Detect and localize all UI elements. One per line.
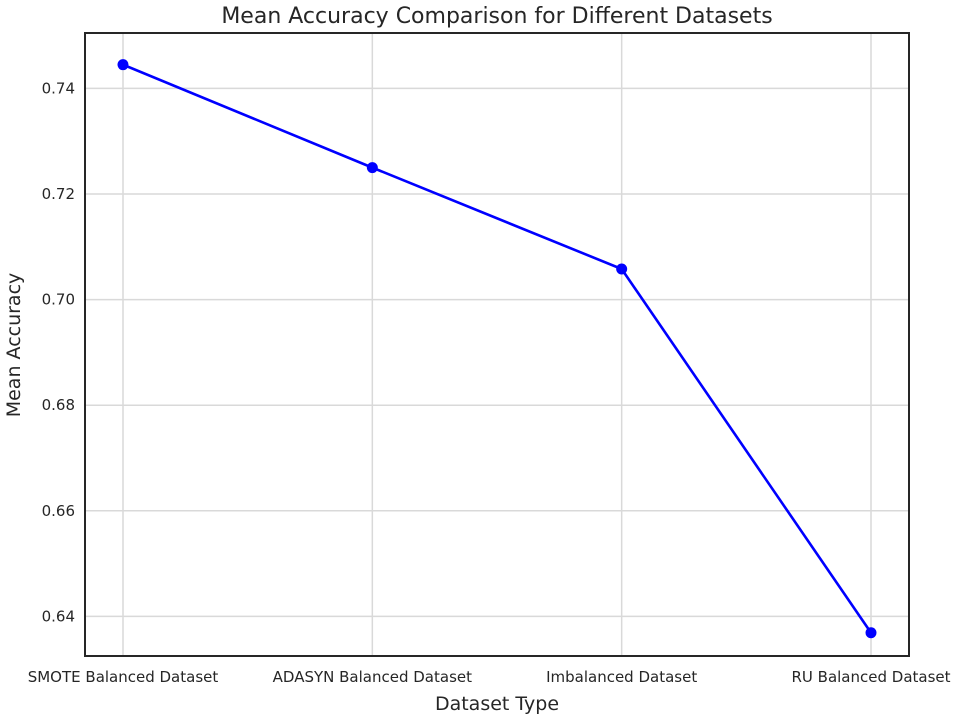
y-tick-label: 0.68 xyxy=(42,396,75,414)
x-tick-label: SMOTE Balanced Dataset xyxy=(28,668,219,686)
data-point xyxy=(366,162,378,174)
chart-title: Mean Accuracy Comparison for Different D… xyxy=(221,4,772,29)
series-line xyxy=(122,63,873,634)
y-tick-label: 0.70 xyxy=(42,291,75,309)
y-tick-label: 0.64 xyxy=(42,607,75,625)
data-points xyxy=(117,59,877,639)
x-tick-label: RU Balanced Dataset xyxy=(791,668,950,686)
x-tick-label: Imbalanced Dataset xyxy=(546,668,697,686)
y-tick-label: 0.72 xyxy=(42,185,75,203)
y-tick-label: 0.66 xyxy=(42,502,75,520)
x-axis-label: Dataset Type xyxy=(435,693,559,715)
data-point xyxy=(616,263,628,275)
plot-frame xyxy=(84,32,910,657)
x-tick-labels: SMOTE Balanced Dataset ADASYN Balanced Da… xyxy=(28,668,951,686)
y-axis-label: Mean Accuracy xyxy=(3,273,25,418)
y-tick-label: 0.74 xyxy=(42,79,75,97)
y-tick-labels: 0.64 0.66 0.68 0.70 0.72 0.74 xyxy=(42,79,75,625)
grid xyxy=(85,33,909,656)
x-tick-label: ADASYN Balanced Dataset xyxy=(273,668,472,686)
data-point xyxy=(117,59,129,71)
series-line-layer xyxy=(122,63,873,634)
data-point xyxy=(865,627,877,639)
